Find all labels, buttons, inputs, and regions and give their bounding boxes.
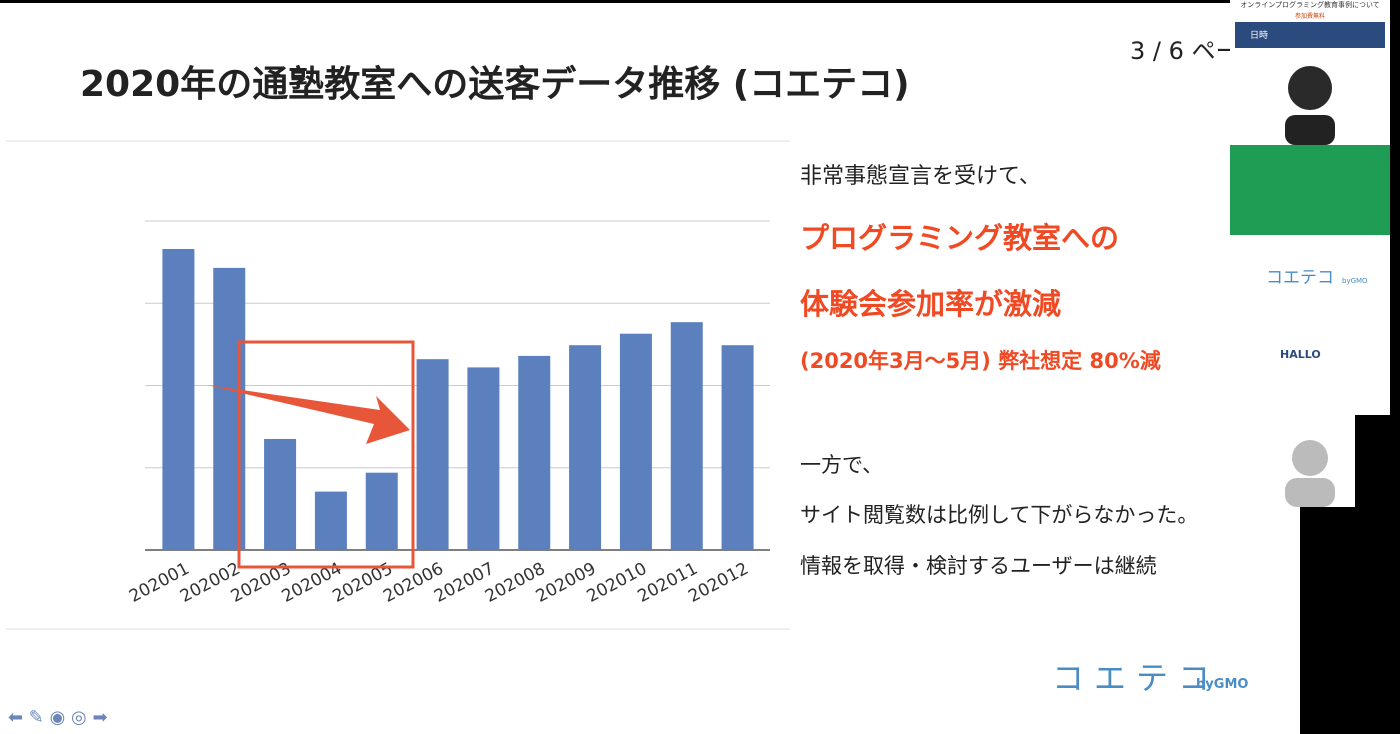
bar (365, 472, 398, 550)
avatar-head (1292, 440, 1328, 476)
bar (721, 345, 754, 550)
video-panels: オンラインプログラミング教育事例について 参加費無料 日時 コエテコ byGMO… (1230, 0, 1390, 507)
highlight-box (237, 340, 415, 569)
bar (467, 367, 500, 550)
logo: コエテコ (1052, 659, 1221, 697)
panel (1230, 235, 1390, 325)
bar (670, 322, 703, 550)
person-body (1285, 115, 1335, 145)
panel (1230, 325, 1390, 415)
bar (518, 355, 551, 550)
logo-by: byGMO (1196, 677, 1249, 692)
trend-arrow (207, 385, 410, 444)
banner-bg (1235, 22, 1385, 48)
bar (569, 345, 602, 550)
toolbar[interactable]: ⬅ ✎ ◉ ◎ ➡ (8, 707, 108, 728)
person-head (1288, 66, 1332, 110)
chart: 2020012020022020032020042020052020062020… (6, 140, 790, 630)
bar (619, 333, 652, 550)
text-line: (2020年3月～5月) 弊社想定 80%減 (800, 349, 1161, 373)
bar (314, 491, 347, 550)
badge: 参加費無料 (1295, 12, 1325, 20)
bar (162, 248, 195, 550)
slide-title: 2020年の通塾教室への送客データ推移 (コエテコ) (80, 64, 910, 105)
text-line: 非常事態宣言を受けて、 (800, 164, 1041, 189)
avatar-body (1285, 478, 1335, 507)
text-line: 体験会参加率が激減 (800, 287, 1062, 321)
panel-logo: コエテコ (1266, 268, 1334, 288)
bar (264, 438, 297, 550)
text-line: 情報を取得・検討するユーザーは継続 (800, 554, 1157, 578)
bar (416, 359, 449, 550)
panel (1230, 145, 1390, 235)
text-line: サイト閲覧数は比例して下がらなかった。 (800, 503, 1199, 527)
banner-text: オンラインプログラミング教育事例について (1240, 0, 1380, 9)
date-label: 日時 (1250, 30, 1268, 41)
tile-text: HALLO (1280, 348, 1321, 361)
text-line: 一方で、 (800, 453, 884, 477)
page-indicator: 3 / 6 ペー (1130, 37, 1240, 65)
panel-logo-by: byGMO (1342, 277, 1368, 285)
text-line: プログラミング教室への (800, 221, 1120, 255)
